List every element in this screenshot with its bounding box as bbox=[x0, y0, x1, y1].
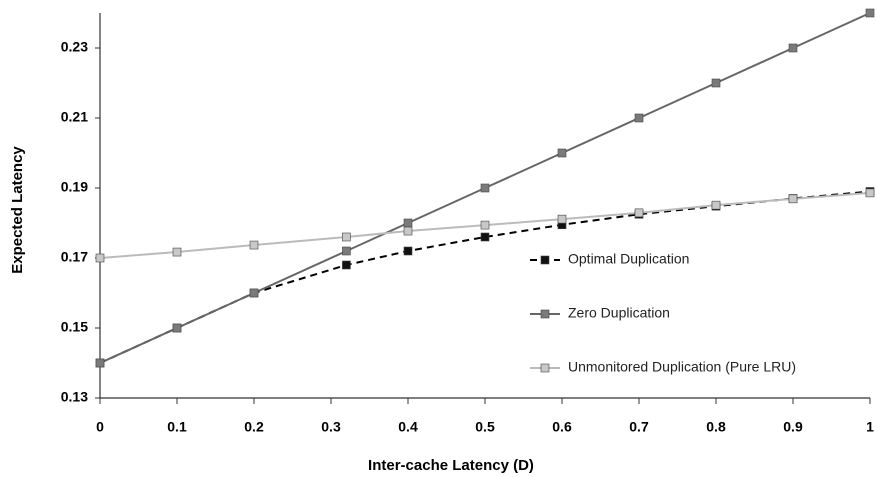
x-tick-label: 0.1 bbox=[167, 419, 187, 435]
x-tick-label: 0.8 bbox=[706, 419, 726, 435]
x-tick-label: 0.7 bbox=[629, 419, 649, 435]
x-tick-label: 0 bbox=[96, 419, 104, 435]
y-tick-label: 0.23 bbox=[61, 39, 88, 55]
marker bbox=[249, 240, 259, 250]
x-tick-label: 0.2 bbox=[244, 419, 264, 435]
x-tick-label: 0.6 bbox=[552, 419, 572, 435]
marker bbox=[342, 246, 351, 256]
marker bbox=[480, 183, 490, 193]
marker bbox=[403, 226, 413, 236]
marker bbox=[480, 232, 490, 242]
legend-label: Optimal Duplication bbox=[568, 251, 689, 267]
series-line bbox=[99, 190, 871, 364]
y-tick-label: 0.21 bbox=[61, 109, 88, 125]
marker bbox=[480, 220, 490, 230]
marker bbox=[557, 214, 567, 224]
legend-marker bbox=[540, 363, 550, 373]
marker bbox=[403, 218, 413, 228]
x-tick-label: 0.4 bbox=[398, 419, 418, 435]
marker bbox=[865, 8, 875, 18]
y-axis-title: Expected Latency bbox=[9, 146, 26, 274]
legend-label: Zero Duplication bbox=[568, 305, 670, 321]
marker bbox=[172, 323, 182, 333]
x-tick-label: 0.3 bbox=[321, 419, 341, 435]
marker bbox=[711, 200, 721, 210]
marker bbox=[342, 232, 351, 242]
marker bbox=[249, 288, 259, 298]
x-tick-label: 1 bbox=[866, 419, 874, 435]
x-tick-label: 0.5 bbox=[475, 419, 495, 435]
marker bbox=[711, 78, 721, 88]
y-tick-label: 0.13 bbox=[61, 389, 88, 405]
y-tick-label: 0.15 bbox=[61, 319, 88, 335]
marker bbox=[788, 43, 798, 53]
marker bbox=[342, 260, 351, 270]
marker bbox=[788, 194, 798, 204]
y-tick-label: 0.17 bbox=[61, 249, 88, 265]
legend-marker bbox=[540, 255, 550, 265]
marker bbox=[172, 247, 182, 257]
marker bbox=[95, 358, 105, 368]
marker bbox=[634, 113, 644, 123]
marker bbox=[95, 253, 105, 263]
marker bbox=[557, 148, 567, 158]
legend-marker bbox=[540, 309, 550, 319]
marker bbox=[403, 246, 413, 256]
x-tick-label: 0.9 bbox=[783, 419, 803, 435]
marker bbox=[634, 208, 644, 218]
x-axis-title: Inter-cache Latency (D) bbox=[368, 457, 534, 474]
legend-label: Unmonitored Duplication (Pure LRU) bbox=[568, 359, 796, 375]
marker bbox=[865, 188, 875, 198]
y-tick-label: 0.19 bbox=[61, 179, 88, 195]
